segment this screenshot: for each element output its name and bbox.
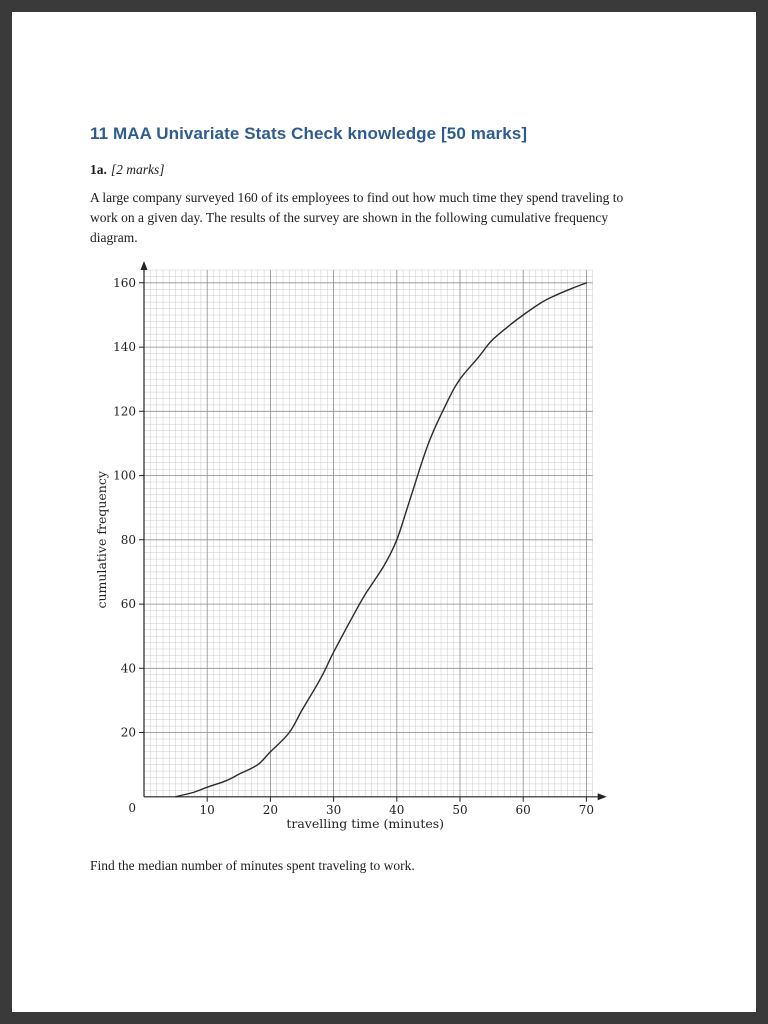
tick-marks [139,281,587,802]
axes [143,266,601,797]
y-tick-label: 60 [121,597,136,611]
question-text: A large company surveyed 160 of its empl… [90,190,624,245]
origin-label: 0 [128,800,136,814]
ogive-curve [174,281,588,798]
x-axis-title: travelling time (minutes) [286,815,444,830]
x-tick-label: 20 [263,802,278,816]
cumulative-frequency-chart: 20 40 60 80 100 120 140 160 10 20 30 40 50 60 70 0 trave… [94,260,672,840]
question-header: 1a. [2 marks] [90,162,672,178]
y-axis-arrow [140,260,148,270]
minor-grid [143,269,593,797]
x-tick-label: 50 [452,802,467,816]
task-prompt: Find the median number of minutes spent … [90,857,415,873]
y-tick-label: 80 [121,532,136,546]
question-marks: [2 marks] [110,162,165,177]
y-tick-label: 120 [113,404,136,418]
x-tick-label: 40 [389,802,404,816]
chart-svg: 20 40 60 80 100 120 140 160 10 20 30 40 50 60 70 0 trave… [94,260,607,830]
x-tick-label: 70 [579,802,594,816]
y-tick-label: 160 [113,275,136,289]
x-tick-label: 30 [326,802,341,816]
y-axis-title: cumulative frequency [94,470,109,608]
y-tick-label: 20 [121,725,136,739]
page-title: 11 MAA Univariate Stats Check knowledge … [90,124,528,143]
document-page: 11 MAA Univariate Stats Check knowledge … [12,12,756,1012]
question-number: 1a. [90,162,107,177]
x-axis-arrow [597,792,607,800]
y-tick-label: 140 [113,340,136,354]
y-tick-label: 100 [113,468,136,482]
major-grid [144,269,593,797]
x-tick-label: 60 [516,802,531,816]
x-tick-label: 10 [200,802,215,816]
y-tick-label: 40 [121,661,136,675]
